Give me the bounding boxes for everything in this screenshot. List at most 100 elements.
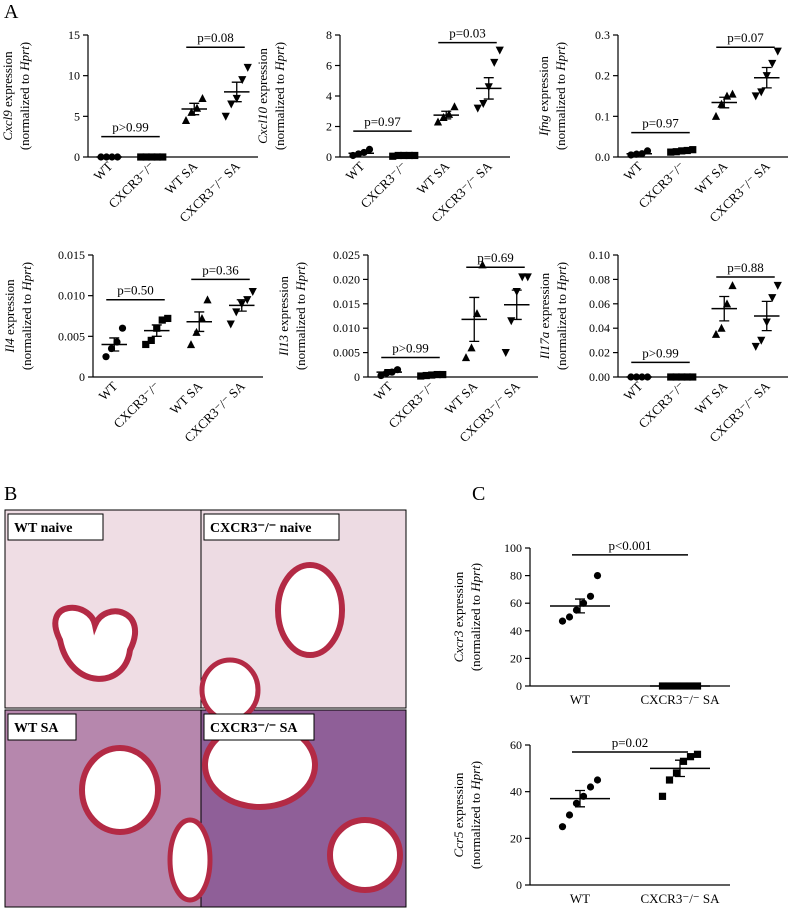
data-point — [665, 776, 674, 784]
y-label-text: (normalized to — [19, 291, 34, 370]
y-tick-label: 2 — [326, 120, 332, 134]
y-label-gene: Hprt — [272, 46, 287, 72]
y-tick-label: 100 — [504, 541, 522, 555]
y-tick-label: 0 — [74, 150, 80, 164]
data-point — [461, 353, 471, 362]
data-point — [147, 336, 155, 344]
airway — [199, 657, 261, 723]
data-point — [565, 811, 574, 819]
y-tick-label: 40 — [510, 785, 522, 799]
y-label-text: expression — [2, 279, 17, 338]
y-tick-label: 0.015 — [58, 248, 85, 262]
data-point — [593, 572, 602, 580]
y-tick-label: 60 — [510, 596, 522, 610]
y-label-text: (normalized to — [17, 71, 32, 150]
y-axis-label: (normalized to Hprt) — [554, 262, 569, 370]
data-point — [711, 111, 721, 120]
x-tick-label: CXCR3⁻/⁻ SA — [640, 692, 720, 707]
data-point — [558, 617, 567, 625]
y-tick-label: 5 — [74, 109, 80, 123]
y-tick-label: 0.020 — [333, 272, 360, 286]
y-tick-label: 0.0 — [595, 150, 610, 164]
y-axis-label: Ifng expression — [536, 56, 551, 137]
p-value: p<0.001 — [608, 538, 651, 553]
p-value: p>0.99 — [642, 345, 679, 360]
error-bar — [575, 598, 585, 614]
y-label-gene: Hprt — [293, 266, 308, 292]
error-bar — [761, 300, 772, 332]
y-tick-label: 80 — [510, 569, 522, 583]
data-point — [722, 299, 732, 308]
data-point — [142, 340, 150, 349]
p-value: p=0.97 — [642, 116, 679, 131]
p-value: p=0.36 — [202, 262, 239, 277]
x-tick-label: CXCR3⁻/⁻ — [635, 159, 688, 212]
data-point — [450, 102, 459, 111]
y-label-text: ) — [554, 262, 569, 266]
data-point — [444, 109, 454, 118]
y-label-text: expression — [255, 48, 270, 107]
x-tick-label: WT — [620, 158, 645, 183]
y-tick-label: 0.010 — [58, 289, 85, 303]
airway — [52, 604, 139, 682]
data-point — [572, 799, 581, 807]
x-tick-label: WT SA — [442, 378, 481, 417]
y-tick-label: 20 — [510, 831, 522, 845]
data-point — [586, 783, 595, 791]
y-tick-label: 0.06 — [589, 297, 610, 311]
p-value: p=0.07 — [727, 30, 764, 45]
y-tick-label: 0.3 — [595, 28, 610, 42]
error-bar — [676, 149, 687, 152]
x-tick-label: WT — [570, 891, 590, 906]
y-label-gene: Hprt — [19, 266, 34, 292]
y-tick-label: 0 — [354, 370, 360, 384]
y-tick-label: 0 — [326, 150, 332, 164]
p-value: p=0.03 — [449, 26, 486, 41]
data-point — [507, 317, 516, 326]
y-tick-label: 40 — [510, 624, 522, 638]
y-tick-label: 6 — [326, 59, 332, 73]
y-tick-label: 0 — [79, 370, 85, 384]
data-point — [579, 599, 588, 607]
data-point — [102, 353, 110, 361]
error-bar — [675, 759, 685, 778]
data-point — [118, 324, 127, 332]
histology-label: CXCR3⁻/⁻ naive — [210, 521, 312, 536]
error-bar — [441, 110, 452, 120]
airway — [275, 562, 345, 658]
p-value: p=0.69 — [477, 250, 514, 265]
y-label-gene: Cxcl9 — [0, 110, 15, 141]
error-bar — [236, 299, 247, 312]
y-tick-label: 0.010 — [333, 321, 360, 335]
p-value: p=0.08 — [197, 30, 234, 45]
data-point — [478, 260, 487, 269]
y-axis-label: (normalized to Hprt) — [468, 563, 483, 671]
data-point — [243, 296, 252, 305]
error-bar — [575, 789, 585, 808]
y-label-gene: Il4 — [2, 338, 17, 354]
y-tick-label: 0.005 — [333, 346, 360, 360]
label-box — [203, 713, 315, 741]
y-tick-label: 0 — [516, 878, 522, 892]
y-tick-label: 0.04 — [589, 321, 610, 335]
y-axis-label: Il13 expression — [276, 276, 291, 357]
error-bar — [483, 77, 494, 100]
y-tick-label: 0.005 — [58, 329, 85, 343]
data-point — [203, 295, 212, 304]
x-tick-label: WT — [342, 158, 367, 183]
y-tick-label: 15 — [68, 28, 80, 42]
panel-label: B — [4, 483, 17, 505]
data-point — [377, 371, 385, 380]
data-point — [197, 314, 207, 323]
airway — [327, 817, 403, 893]
y-axis-label: (normalized to Hprt) — [17, 42, 32, 150]
y-tick-label: 0.1 — [595, 109, 610, 123]
data-point — [558, 823, 567, 831]
x-tick-label: WT SA — [692, 378, 731, 417]
y-label-text: ) — [19, 262, 34, 266]
y-label-text: ) — [17, 42, 32, 46]
histology: WT naive CXCR3⁻/⁻ naive WT SA CXCR3⁻/⁻ S… — [4, 509, 407, 908]
data-point — [717, 323, 726, 332]
y-tick-label: 0.00 — [589, 370, 610, 384]
error-bar — [384, 369, 395, 376]
